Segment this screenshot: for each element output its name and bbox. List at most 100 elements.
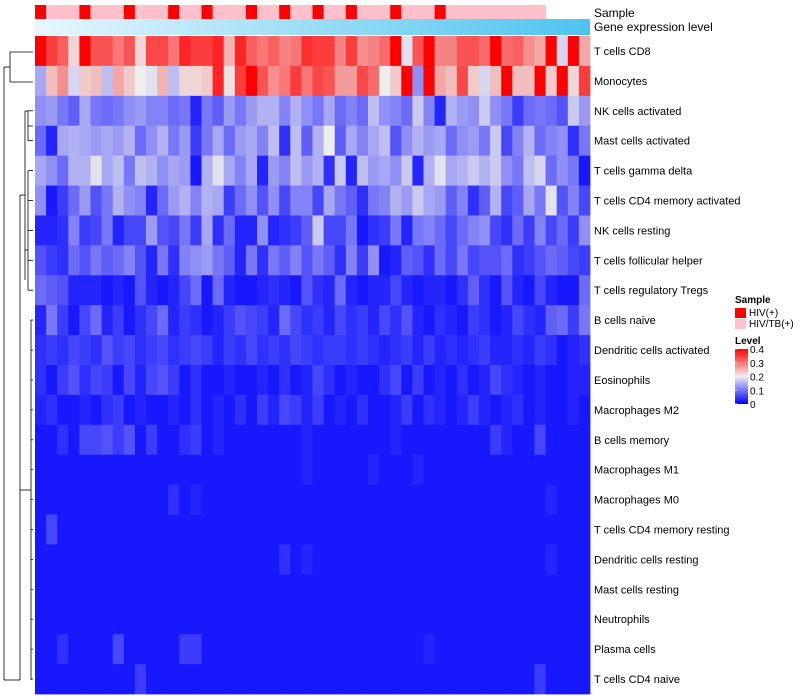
heatmap-cell bbox=[379, 394, 391, 426]
heatmap-cell bbox=[390, 95, 402, 127]
heatmap-cell bbox=[423, 305, 435, 336]
heatmap-cell bbox=[567, 155, 580, 186]
heatmap-cell bbox=[390, 365, 402, 396]
sample-annotation-segment bbox=[168, 5, 180, 19]
heatmap-cell bbox=[301, 245, 313, 276]
heatmap-cell bbox=[134, 335, 147, 366]
heatmap-cell bbox=[179, 544, 191, 575]
heatmap-cell bbox=[345, 215, 358, 246]
heatmap-cell bbox=[234, 36, 247, 67]
heatmap-cell bbox=[479, 514, 491, 545]
heatmap-cell bbox=[501, 634, 513, 665]
heatmap-cell bbox=[157, 185, 169, 216]
heatmap-cell bbox=[323, 544, 336, 575]
heatmap-cell bbox=[534, 335, 546, 366]
heatmap-cell bbox=[567, 424, 580, 456]
heatmap-cell bbox=[112, 305, 125, 336]
heatmap-cell bbox=[490, 604, 502, 635]
heatmap-cell bbox=[223, 365, 236, 396]
heatmap-cell bbox=[201, 245, 213, 276]
heatmap-cell bbox=[201, 365, 213, 396]
heatmap-cell bbox=[168, 484, 180, 515]
heatmap-cell bbox=[545, 125, 558, 157]
heatmap-cell bbox=[301, 634, 313, 665]
heatmap-cell bbox=[46, 514, 58, 545]
heatmap-cell bbox=[567, 634, 580, 665]
heatmap-cell bbox=[68, 245, 80, 276]
heatmap-cell bbox=[401, 215, 413, 246]
heatmap-cell bbox=[57, 574, 69, 605]
heatmap-cell bbox=[101, 365, 114, 396]
heatmap-cell bbox=[301, 574, 313, 605]
heatmap-cell bbox=[90, 125, 102, 157]
heatmap-cell bbox=[134, 185, 147, 216]
heatmap-cell bbox=[112, 634, 125, 665]
heatmap-cell bbox=[234, 155, 247, 186]
heatmap-cell bbox=[57, 514, 69, 545]
heatmap-cell bbox=[157, 604, 169, 635]
heatmap-cell bbox=[68, 514, 80, 545]
heatmap-cell bbox=[168, 335, 180, 366]
heatmap-cell bbox=[423, 484, 435, 515]
heatmap-cell bbox=[57, 484, 69, 515]
heatmap-cell bbox=[423, 65, 435, 97]
heatmap-cell bbox=[356, 574, 369, 605]
heatmap-cell bbox=[101, 574, 114, 605]
heatmap-cell bbox=[146, 394, 158, 426]
row-label: T cells gamma delta bbox=[594, 166, 693, 178]
heatmap-cell bbox=[223, 305, 236, 336]
heatmap-cell bbox=[512, 275, 524, 306]
heatmap-cell bbox=[134, 65, 147, 97]
heatmap-cell bbox=[123, 65, 136, 97]
heatmap-cell bbox=[412, 394, 424, 426]
heatmap-cell bbox=[35, 514, 47, 545]
heatmap-cell bbox=[323, 245, 336, 276]
heatmap-cell bbox=[490, 574, 502, 605]
heatmap-cell bbox=[146, 604, 158, 635]
heatmap-cell bbox=[379, 215, 391, 246]
heatmap-cell bbox=[345, 155, 358, 186]
heatmap-cell bbox=[379, 664, 391, 695]
heatmap-cell bbox=[223, 36, 236, 67]
heatmap-cell bbox=[312, 125, 324, 157]
heatmap-cell bbox=[157, 36, 169, 67]
heatmap-cell bbox=[356, 185, 369, 216]
heatmap-cell bbox=[79, 604, 91, 635]
heatmap-cell bbox=[157, 514, 169, 545]
heatmap-cell bbox=[345, 275, 358, 306]
heatmap-cell bbox=[101, 394, 114, 426]
heatmap-cell bbox=[356, 95, 369, 127]
heatmap-cell bbox=[578, 544, 591, 575]
heatmap-cell bbox=[467, 36, 480, 67]
heatmap-cell bbox=[523, 215, 535, 246]
heatmap-cell bbox=[479, 634, 491, 665]
heatmap-cell bbox=[234, 424, 247, 456]
heatmap-cell bbox=[79, 245, 91, 276]
heatmap-cell bbox=[268, 664, 280, 695]
heatmap-cell bbox=[268, 634, 280, 665]
heatmap-cell bbox=[379, 245, 391, 276]
heatmap-cell bbox=[101, 454, 114, 486]
heatmap-cell bbox=[567, 125, 580, 157]
heatmap-cell bbox=[578, 604, 591, 635]
row-label: Eosinophils bbox=[594, 375, 651, 387]
heatmap-cell bbox=[456, 424, 469, 456]
heatmap-cell bbox=[79, 125, 91, 157]
heatmap-cell bbox=[345, 574, 358, 605]
heatmap-cell bbox=[223, 544, 236, 575]
heatmap-cell bbox=[179, 215, 191, 246]
heatmap-cell bbox=[334, 245, 347, 276]
heatmap-cell bbox=[501, 185, 513, 216]
heatmap-cell bbox=[146, 95, 158, 127]
heatmap-cell bbox=[467, 65, 480, 97]
heatmap-cell bbox=[301, 454, 313, 486]
heatmap-cell bbox=[234, 394, 247, 426]
heatmap-cell bbox=[112, 604, 125, 635]
heatmap-cell bbox=[168, 275, 180, 306]
heatmap-cell bbox=[268, 245, 280, 276]
heatmap-cell bbox=[467, 664, 480, 695]
heatmap-cell bbox=[456, 634, 469, 665]
heatmap-cell bbox=[35, 574, 47, 605]
heatmap-cell bbox=[467, 275, 480, 306]
heatmap-cell bbox=[512, 305, 524, 336]
